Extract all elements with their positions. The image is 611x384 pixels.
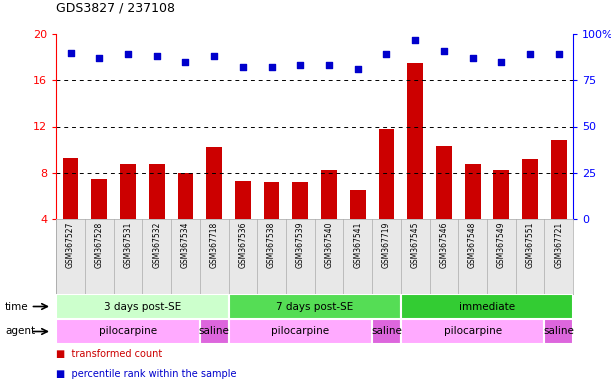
- Text: GSM367528: GSM367528: [95, 222, 104, 268]
- Text: agent: agent: [5, 326, 35, 336]
- Bar: [379, 129, 394, 219]
- Text: GSM367532: GSM367532: [152, 222, 161, 268]
- Bar: [149, 164, 164, 219]
- Text: GSM367549: GSM367549: [497, 222, 506, 268]
- Bar: [494, 170, 509, 219]
- Point: [65, 50, 76, 56]
- Text: GSM367541: GSM367541: [353, 222, 362, 268]
- Point: [238, 64, 248, 70]
- Text: saline: saline: [199, 326, 230, 336]
- Bar: [63, 158, 78, 219]
- Text: GSM367545: GSM367545: [411, 222, 420, 268]
- Point: [94, 55, 104, 61]
- Point: [411, 36, 420, 43]
- Text: GSM367721: GSM367721: [554, 222, 563, 268]
- Bar: [401, 294, 573, 319]
- Bar: [551, 141, 566, 219]
- Text: GSM367546: GSM367546: [439, 222, 448, 268]
- Text: pilocarpine: pilocarpine: [99, 326, 157, 336]
- Text: GSM367551: GSM367551: [525, 222, 535, 268]
- Text: pilocarpine: pilocarpine: [271, 326, 329, 336]
- Point: [209, 53, 219, 59]
- Bar: [350, 190, 365, 219]
- Bar: [92, 179, 107, 219]
- Point: [468, 55, 478, 61]
- Point: [181, 59, 191, 65]
- Point: [439, 48, 448, 54]
- Point: [296, 62, 306, 68]
- Text: time: time: [5, 301, 29, 311]
- Bar: [56, 319, 200, 344]
- Text: GSM367534: GSM367534: [181, 222, 190, 268]
- Text: GSM367548: GSM367548: [468, 222, 477, 268]
- Bar: [229, 319, 372, 344]
- Bar: [522, 159, 538, 219]
- Bar: [321, 170, 337, 219]
- Bar: [372, 319, 401, 344]
- Point: [353, 66, 363, 72]
- Point: [152, 53, 161, 59]
- Bar: [120, 164, 136, 219]
- Text: 7 days post-SE: 7 days post-SE: [276, 301, 353, 311]
- Bar: [56, 294, 229, 319]
- Bar: [293, 182, 308, 219]
- Text: GSM367536: GSM367536: [238, 222, 247, 268]
- Bar: [200, 319, 229, 344]
- Text: GSM367718: GSM367718: [210, 222, 219, 268]
- Bar: [401, 319, 544, 344]
- Text: GSM367538: GSM367538: [267, 222, 276, 268]
- Text: 3 days post-SE: 3 days post-SE: [104, 301, 181, 311]
- Text: GSM367540: GSM367540: [324, 222, 334, 268]
- Text: immediate: immediate: [459, 301, 515, 311]
- Bar: [544, 319, 573, 344]
- Text: saline: saline: [543, 326, 574, 336]
- Text: pilocarpine: pilocarpine: [444, 326, 502, 336]
- Point: [525, 51, 535, 58]
- Text: GSM367527: GSM367527: [66, 222, 75, 268]
- Bar: [229, 294, 401, 319]
- Point: [381, 51, 391, 58]
- Bar: [436, 146, 452, 219]
- Text: GDS3827 / 237108: GDS3827 / 237108: [56, 2, 175, 15]
- Text: GSM367531: GSM367531: [123, 222, 133, 268]
- Point: [123, 51, 133, 58]
- Text: saline: saline: [371, 326, 402, 336]
- Bar: [264, 182, 279, 219]
- Point: [266, 64, 276, 70]
- Point: [497, 59, 507, 65]
- Point: [554, 51, 564, 58]
- Bar: [235, 181, 251, 219]
- Text: GSM367719: GSM367719: [382, 222, 391, 268]
- Text: GSM367539: GSM367539: [296, 222, 305, 268]
- Text: ■  transformed count: ■ transformed count: [56, 349, 163, 359]
- Bar: [178, 173, 193, 219]
- Point: [324, 62, 334, 68]
- Text: ■  percentile rank within the sample: ■ percentile rank within the sample: [56, 369, 236, 379]
- Bar: [408, 63, 423, 219]
- Bar: [207, 147, 222, 219]
- Bar: [465, 164, 480, 219]
